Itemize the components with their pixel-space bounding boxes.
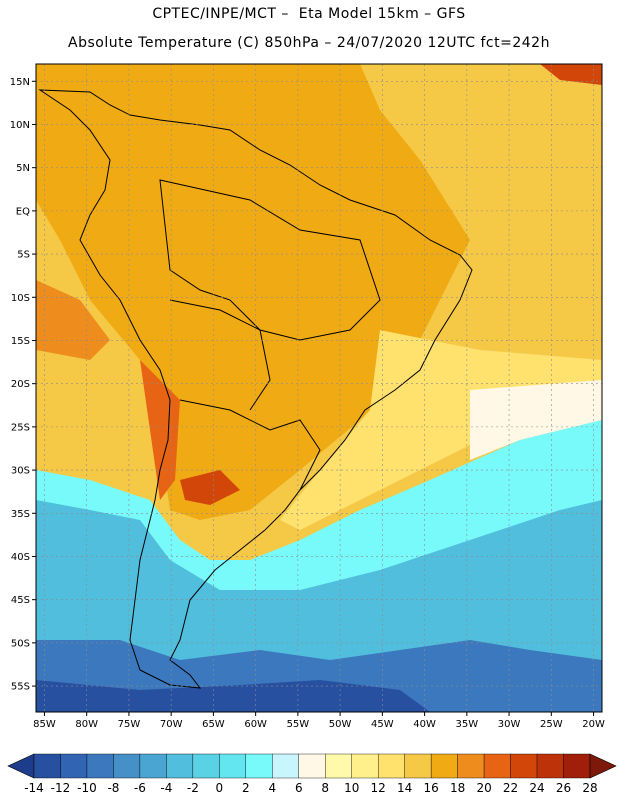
- colorbar-bin: [33, 753, 61, 779]
- colorbar-bin: [272, 753, 299, 779]
- colorbar-bin: [139, 753, 167, 779]
- colorbar-label: 10: [344, 781, 359, 795]
- colorbar-label: 4: [268, 781, 276, 795]
- map-frame: [35, 63, 603, 713]
- country-border-3: [169, 299, 271, 411]
- colorbar-bin: [351, 753, 379, 779]
- colorbar-label: 24: [529, 781, 544, 795]
- colorbar-label: 8: [321, 781, 329, 795]
- colorbar-min-arrow: [7, 753, 35, 779]
- lat-tick-label: 5S: [17, 250, 30, 261]
- colorbar-bin: [404, 753, 432, 779]
- colorbar-bin: [536, 753, 564, 779]
- graticule: [36, 64, 602, 712]
- lon-tick-label: 20W: [582, 719, 605, 730]
- colorbar-label: 2: [242, 781, 250, 795]
- colorbar-label: 0: [216, 781, 224, 795]
- lon-tick-label: 30W: [498, 719, 521, 730]
- colorbar-bin: [510, 753, 538, 779]
- colorbar-bin: [457, 753, 485, 779]
- lat-tick-label: 15S: [11, 336, 30, 347]
- colorbar-label: 16: [424, 781, 439, 795]
- colorbar-bin: [219, 753, 247, 779]
- lat-tick-label: 30S: [11, 466, 30, 477]
- lat-tick-label: 55S: [11, 682, 30, 693]
- colorbar-label: -12: [51, 781, 71, 795]
- colorbar-bin: [483, 753, 511, 779]
- field-warm-land: [36, 64, 470, 520]
- colorbar-label: 28: [582, 781, 597, 795]
- colorbar-max-arrow: [589, 753, 617, 779]
- colorbar-bin: [377, 753, 405, 779]
- colorbar-label: -10: [77, 781, 97, 795]
- lon-tick-label: 50W: [329, 719, 352, 730]
- lat-tick-label: EQ: [16, 206, 30, 217]
- colorbar: -14 -12 -10 -8 -6 -4 -2 0 2 4 6 8 10 12 14 16 18 20 22 24 26…: [7, 753, 617, 795]
- field-hot-andes: [140, 360, 180, 500]
- colorbar-bin: [113, 753, 141, 779]
- colorbar-label: 26: [556, 781, 571, 795]
- lat-tick-label: 40S: [11, 552, 30, 563]
- lon-tick-label: 35W: [456, 719, 479, 730]
- lat-tick-label: 20S: [11, 379, 30, 390]
- temperature-field: [36, 64, 602, 712]
- lon-tick-label: 75W: [118, 719, 141, 730]
- colorbar-bin: [245, 753, 273, 779]
- lon-tick-label: 45W: [371, 719, 394, 730]
- lon-tick-label: 60W: [244, 719, 267, 730]
- colorbar-label: 6: [295, 781, 303, 795]
- colorbar-bin: [166, 753, 194, 779]
- lat-tick-label: 25S: [11, 422, 30, 433]
- lon-tick-label: 85W: [33, 719, 56, 730]
- lon-tick-label: 80W: [75, 719, 98, 730]
- colorbar-bin: [298, 753, 326, 779]
- colorbar-label: 22: [503, 781, 518, 795]
- latitude-axis: 15N 10N 5N EQ 5S 10S 15S 20S 25S 30S 35S 40S 45S 50S 5…: [10, 77, 36, 693]
- lat-tick-label: 15N: [10, 77, 30, 88]
- lat-tick-label: 10N: [10, 120, 30, 131]
- lon-tick-label: 70W: [160, 719, 183, 730]
- coastlines: [38, 89, 473, 689]
- south-america-coast: [38, 89, 473, 689]
- longitude-axis: 85W 80W 75W 70W 65W 60W 55W 50W 45W 40W 35W 30W 25W 2…: [33, 712, 605, 730]
- colorbar-label: -14: [24, 781, 44, 795]
- field-hot-spot: [180, 470, 240, 505]
- colorbar-label: 20: [476, 781, 491, 795]
- lat-tick-label: 35S: [11, 509, 30, 520]
- colorbar-label: 12: [371, 781, 386, 795]
- country-border-2: [179, 399, 321, 491]
- lon-tick-label: 25W: [540, 719, 563, 730]
- colorbar-label: -8: [107, 781, 119, 795]
- field-hot-ne: [540, 64, 602, 85]
- colorbar-bin: [325, 753, 352, 779]
- field-dark-blue: [36, 680, 430, 712]
- field-cream-band: [470, 380, 602, 460]
- lon-tick-label: 65W: [202, 719, 225, 730]
- colorbar-label: -2: [187, 781, 199, 795]
- lat-tick-label: 45S: [11, 595, 30, 606]
- colorbar-bin: [430, 753, 458, 779]
- colorbar-label: 14: [397, 781, 412, 795]
- colorbar-label: 18: [450, 781, 465, 795]
- lat-tick-label: 50S: [11, 638, 30, 649]
- colorbar-bin: [192, 753, 220, 779]
- chart-title-line1: CPTEC/INPE/MCT – Eta Model 15km – GFS: [152, 6, 466, 22]
- colorbar-bin: [60, 753, 88, 779]
- colorbar-label: -4: [160, 781, 172, 795]
- colorbar-label: -6: [134, 781, 146, 795]
- lat-tick-label: 10S: [11, 293, 30, 304]
- lon-tick-label: 40W: [413, 719, 436, 730]
- lat-tick-label: 5N: [16, 163, 30, 174]
- chart-title-line2: Absolute Temperature (C) 850hPa – 24/07/…: [68, 35, 550, 51]
- field-pale-band: [280, 330, 602, 530]
- lon-tick-label: 55W: [287, 719, 310, 730]
- country-border-1: [159, 179, 381, 341]
- colorbar-bin: [86, 753, 114, 779]
- field-warm-west: [36, 280, 110, 360]
- colorbar-bin: [563, 753, 591, 779]
